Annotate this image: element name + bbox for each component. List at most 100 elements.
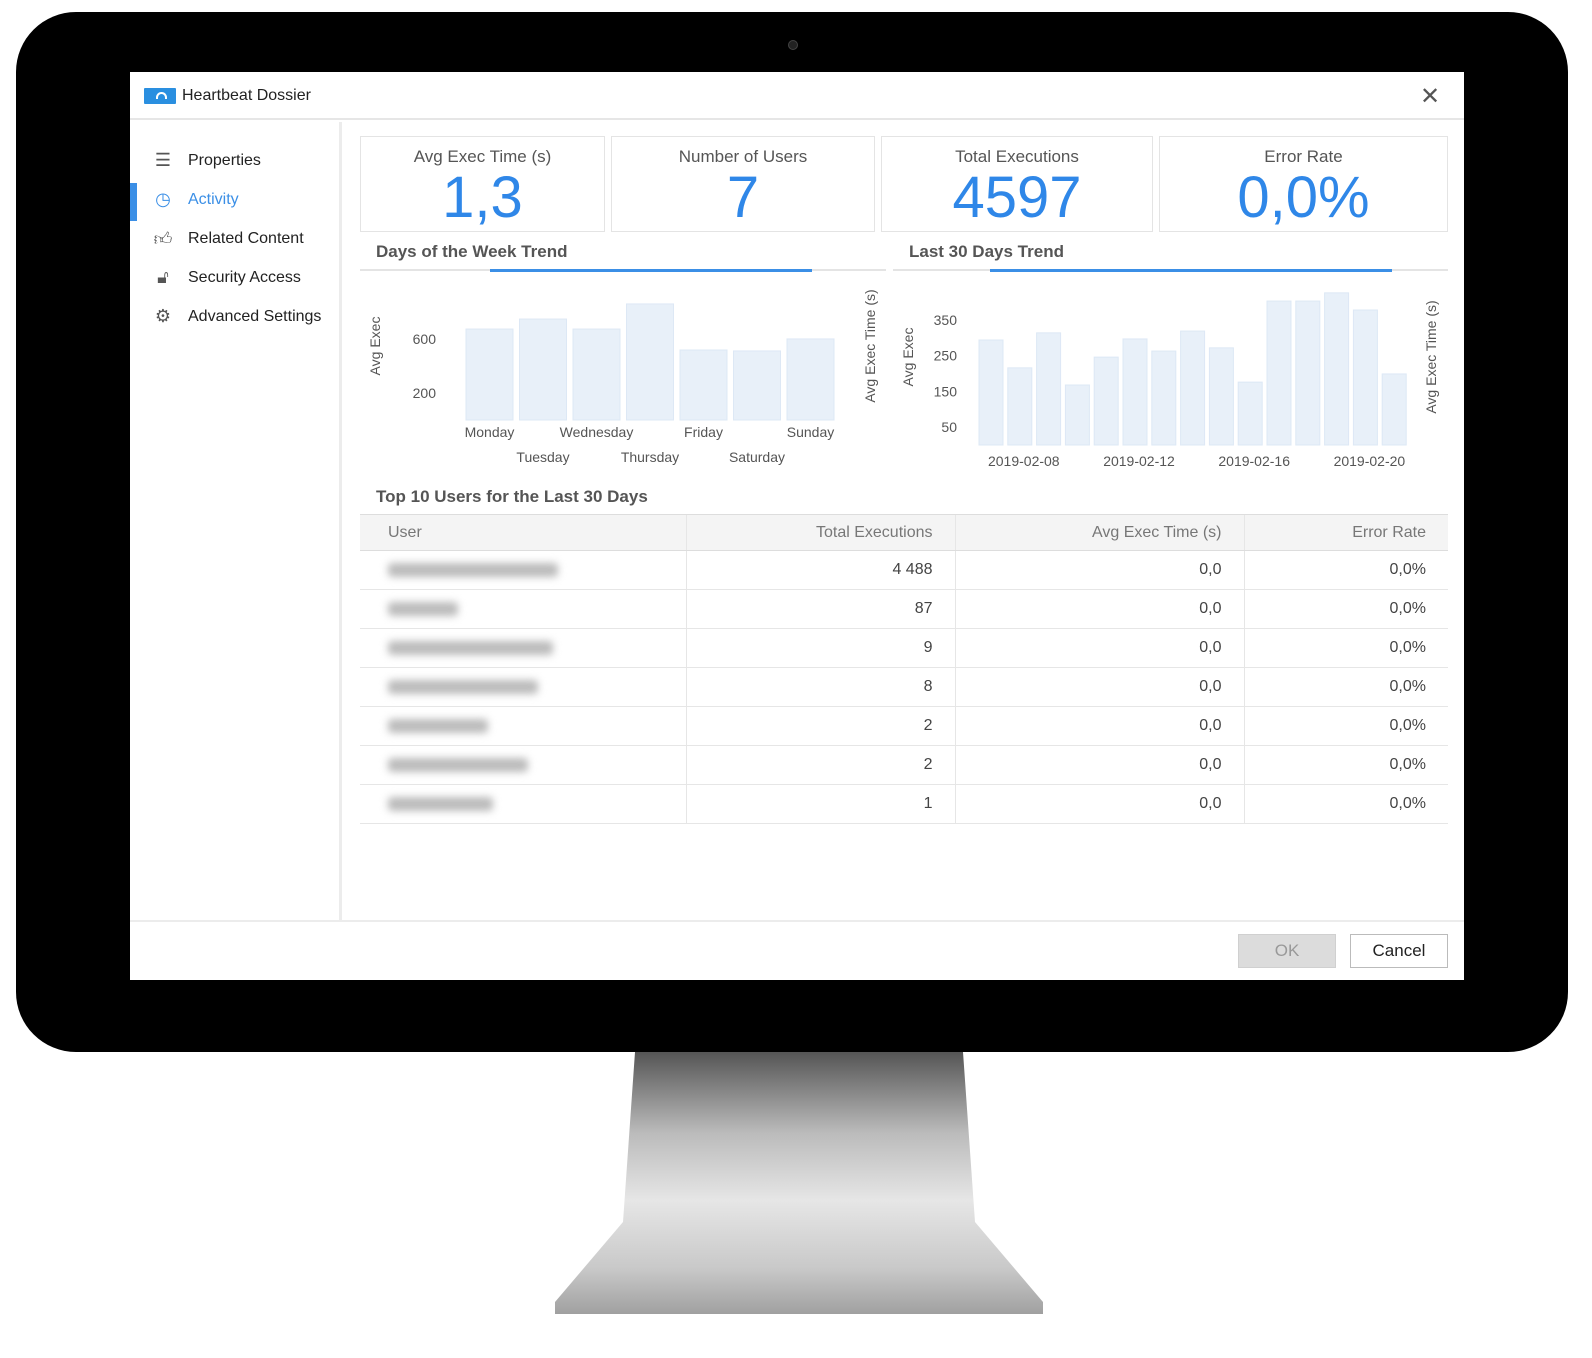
monitor-stand bbox=[555, 1052, 1043, 1314]
column-header-user[interactable]: User bbox=[360, 514, 686, 551]
table-row[interactable]: 9 0,0 0,0% bbox=[360, 628, 1448, 668]
user-name-redacted bbox=[360, 667, 686, 707]
bar bbox=[679, 349, 728, 421]
avg-exec-time-cell: 0,0 bbox=[954, 589, 1244, 629]
bar bbox=[1151, 350, 1177, 446]
y-tick-label: 250 bbox=[934, 348, 958, 364]
bar bbox=[1208, 347, 1234, 446]
total-executions-cell: 4 488 bbox=[685, 550, 955, 590]
app-icon bbox=[144, 88, 176, 104]
x-tick-label: 2019-02-20 bbox=[1334, 453, 1406, 469]
sidebar-item-security-access[interactable]: 🔓︎ Security Access bbox=[130, 261, 340, 295]
sidebar-item-related-content[interactable]: 👍︎ Related Content bbox=[153, 229, 304, 249]
table-row[interactable]: 2 0,0 0,0% bbox=[360, 706, 1448, 746]
x-tick-label: Thursday bbox=[621, 449, 679, 465]
x-tick-label: Sunday bbox=[787, 424, 834, 440]
user-name-redacted bbox=[360, 589, 686, 629]
bar bbox=[1007, 367, 1033, 446]
dialog-window: Heartbeat Dossier ✕ ☰ Properties ◷ Activit… bbox=[130, 72, 1464, 980]
kpi-value: 4597 bbox=[952, 165, 1082, 230]
x-tick-label: Saturday bbox=[729, 449, 785, 465]
error-rate-cell: 0,0% bbox=[1243, 706, 1448, 746]
kpi-value: 1,3 bbox=[442, 165, 523, 230]
error-rate-cell: 0,0% bbox=[1243, 550, 1448, 590]
y-tick-label: 200 bbox=[413, 385, 437, 401]
cancel-button[interactable]: Cancel bbox=[1350, 934, 1448, 968]
lock-icon: 🔓︎ bbox=[157, 267, 169, 287]
column-header-error-rate[interactable]: Error Rate bbox=[1243, 514, 1448, 551]
y-axis-label: Avg Exec bbox=[900, 328, 916, 387]
error-rate-cell: 0,0% bbox=[1243, 667, 1448, 707]
avg-exec-time-cell: 0,0 bbox=[954, 745, 1244, 785]
sidebar: ☰ Properties ◷ Activity 👍︎ Related Content … bbox=[130, 122, 342, 920]
y-tick-label: 50 bbox=[941, 419, 957, 435]
x-tick-label: Tuesday bbox=[516, 449, 569, 465]
kpi-label: Error Rate bbox=[1264, 147, 1343, 166]
footer-divider bbox=[130, 920, 1464, 922]
total-executions-cell: 1 bbox=[685, 784, 955, 824]
total-executions-cell: 9 bbox=[685, 628, 955, 668]
title-bar: Heartbeat Dossier ✕ bbox=[130, 72, 1464, 120]
bar bbox=[1381, 373, 1407, 446]
table-row[interactable]: 87 0,0 0,0% bbox=[360, 589, 1448, 629]
total-executions-cell: 8 bbox=[685, 667, 955, 707]
top-users-table: User Total Executions Avg Exec Time (s) … bbox=[360, 514, 1448, 824]
total-executions-cell: 2 bbox=[685, 706, 955, 746]
table-row[interactable]: 4 488 0,0 0,0% bbox=[360, 550, 1448, 590]
bar bbox=[1295, 300, 1321, 446]
x-tick-label: 2019-02-16 bbox=[1218, 453, 1290, 469]
bar bbox=[1093, 356, 1119, 446]
error-rate-cell: 0,0% bbox=[1243, 745, 1448, 785]
camera bbox=[788, 40, 798, 50]
top-users-title: Top 10 Users for the Last 30 Days bbox=[376, 487, 648, 506]
bar bbox=[733, 350, 781, 421]
kpi-total-executions: Total Executions 4597 bbox=[881, 136, 1153, 232]
kpi-label: Number of Users bbox=[678, 147, 808, 166]
bar bbox=[1324, 292, 1350, 446]
user-name-redacted bbox=[360, 550, 686, 590]
close-icon[interactable]: ✕ bbox=[1420, 83, 1441, 110]
x-tick-label: Wednesday bbox=[560, 424, 634, 440]
sidebar-item-activity[interactable]: ◷ Activity bbox=[130, 183, 340, 221]
bar bbox=[1352, 309, 1378, 446]
y-tick-label: 600 bbox=[413, 331, 437, 347]
bar bbox=[519, 318, 567, 421]
bar bbox=[1064, 384, 1090, 446]
avg-exec-time-cell: 0,0 bbox=[954, 667, 1244, 707]
kpi-value: 0,0% bbox=[1237, 165, 1370, 230]
y-tick-label: 350 bbox=[934, 312, 958, 328]
x-tick-label: Friday bbox=[684, 424, 723, 440]
kpi-label: Avg Exec Time (s) bbox=[413, 147, 552, 166]
sidebar-item-properties[interactable]: ☰ Properties bbox=[130, 144, 340, 178]
table-row[interactable]: 1 0,0 0,0% bbox=[360, 784, 1448, 824]
y-axis-label: Avg Exec bbox=[367, 317, 383, 376]
bar bbox=[465, 328, 514, 421]
user-name-redacted bbox=[360, 706, 686, 746]
ok-button[interactable]: OK bbox=[1238, 934, 1336, 968]
user-name-redacted bbox=[360, 745, 686, 785]
sidebar-item-advanced-settings[interactable]: ⚙ Advanced Settings bbox=[130, 300, 340, 334]
error-rate-cell: 0,0% bbox=[1243, 628, 1448, 668]
bar bbox=[572, 328, 621, 421]
month-trend-chart: 50 150 250 350 2019-02-08 2019-02-12 2019-02-1… bbox=[900, 292, 1439, 469]
total-executions-cell: 87 bbox=[685, 589, 955, 629]
gauge-icon: ◷ bbox=[155, 189, 171, 209]
bar bbox=[626, 303, 674, 421]
column-header-avg-exec-time[interactable]: Avg Exec Time (s) bbox=[954, 514, 1244, 551]
table-row[interactable]: 8 0,0 0,0% bbox=[360, 667, 1448, 707]
bar bbox=[1122, 338, 1148, 446]
kpi-avg-exec-time: Avg Exec Time (s) 1,3 bbox=[360, 136, 605, 232]
x-tick-label: Monday bbox=[465, 424, 515, 440]
column-header-total-executions[interactable]: Total Executions bbox=[685, 514, 955, 551]
week-trend-underline bbox=[490, 269, 812, 272]
total-executions-cell: 2 bbox=[685, 745, 955, 785]
bar bbox=[786, 338, 835, 421]
kpi-error-rate: Error Rate 0,0% bbox=[1159, 136, 1448, 232]
month-trend-underline bbox=[990, 269, 1392, 272]
bar bbox=[978, 339, 1004, 446]
thumbs-up-icon: 👍︎ bbox=[153, 229, 173, 249]
avg-exec-time-cell: 0,0 bbox=[954, 628, 1244, 668]
table-row[interactable]: 2 0,0 0,0% bbox=[360, 745, 1448, 785]
kpi-number-of-users: Number of Users 7 bbox=[611, 136, 875, 232]
